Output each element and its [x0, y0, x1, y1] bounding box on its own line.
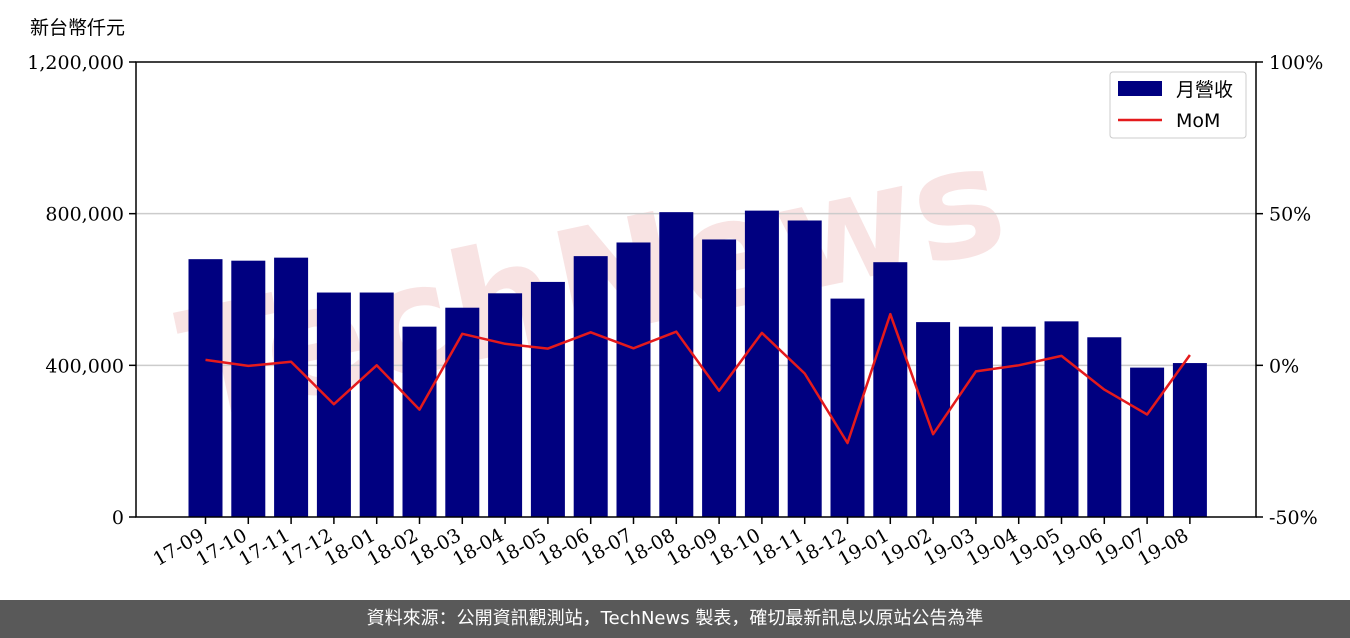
bar-18-02 — [402, 326, 437, 517]
bar-18-07 — [616, 242, 651, 517]
x-tick-label: 19-08 — [1134, 524, 1192, 570]
bar-19-07 — [1130, 367, 1165, 517]
bar-19-06 — [1087, 337, 1122, 517]
bar-18-05 — [530, 281, 565, 517]
bar-19-01 — [873, 262, 908, 517]
bar-17-11 — [274, 257, 309, 517]
bar-18-03 — [445, 307, 480, 517]
y-tick-label: 1,200,000 — [27, 52, 124, 74]
bar-19-04 — [1001, 326, 1036, 517]
bar-18-08 — [659, 212, 694, 517]
y2-tick-label: 0% — [1269, 355, 1299, 377]
bar-19-05 — [1044, 321, 1079, 517]
legend-line-label: MoM — [1176, 110, 1220, 132]
y2-tick-label: 100% — [1269, 52, 1323, 74]
y-tick-label: 400,000 — [45, 355, 124, 377]
legend-bar-label: 月營收 — [1176, 79, 1233, 101]
bar-19-03 — [958, 326, 993, 517]
y-axis-left: 0 400,000 800,000 1,200,000 — [27, 52, 136, 529]
legend-bar-swatch — [1118, 81, 1162, 96]
footer-source-note: 資料來源：公開資訊觀測站，TechNews 製表，確切最新訊息以原站公告為準 — [0, 600, 1350, 638]
legend: 月營收 MoM — [1109, 71, 1247, 139]
x-axis: 17-0917-1017-1117-1218-0118-0218-0318-04… — [150, 517, 1192, 571]
bar-19-08 — [1172, 363, 1207, 517]
bar-19-02 — [916, 322, 951, 517]
bar-18-06 — [573, 256, 608, 517]
bar-series — [188, 210, 1207, 517]
bar-17-09 — [188, 259, 223, 517]
y-unit-label: 新台幣仟元 — [30, 17, 125, 39]
y-tick-label: 800,000 — [45, 204, 124, 226]
y2-tick-label: -50% — [1269, 507, 1318, 529]
y-axis-right: -50% 0% 50% 100% — [1256, 52, 1323, 529]
y-tick-label: 0 — [112, 507, 124, 529]
bar-18-01 — [359, 292, 394, 517]
bar-18-10 — [744, 210, 779, 517]
plot-frame — [135, 61, 1257, 518]
mom-line-series — [205, 312, 1191, 445]
bar-18-11 — [787, 220, 822, 517]
y2-tick-label: 50% — [1269, 204, 1311, 226]
bar-17-10 — [231, 260, 266, 517]
mom-line — [205, 312, 1191, 445]
bar-18-04 — [488, 293, 523, 517]
bar-18-09 — [702, 239, 737, 517]
